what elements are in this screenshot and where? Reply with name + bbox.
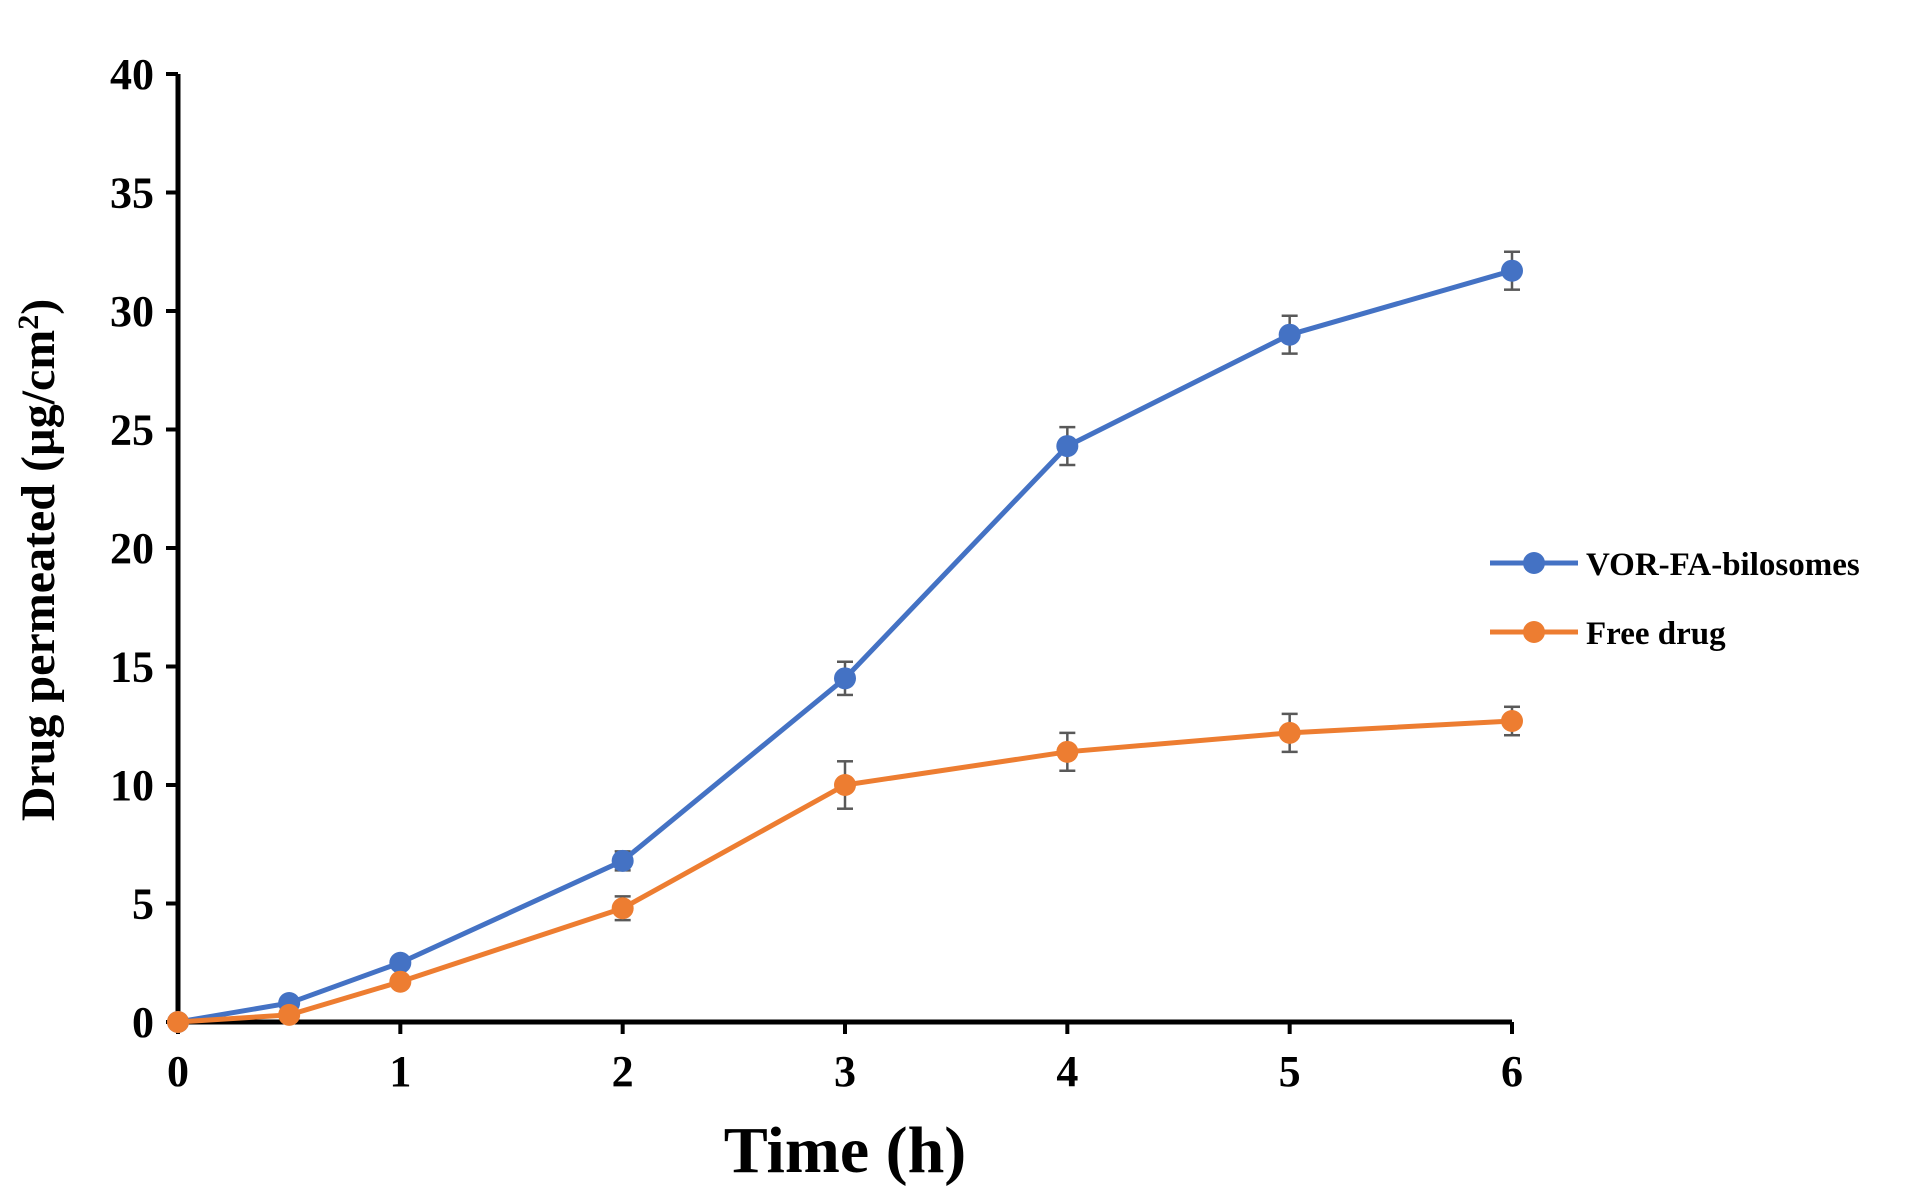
data-point [1501, 259, 1523, 282]
data-point [167, 1011, 189, 1033]
data-point [834, 667, 856, 690]
y-tick-label: 0 [132, 998, 154, 1047]
series-2 [167, 705, 1523, 1033]
legend-label: VOR-FA-bilosomes [1586, 547, 1860, 583]
series-1 [167, 250, 1523, 1033]
data-point [611, 849, 634, 872]
axes [175, 74, 1512, 1025]
data-point [1278, 323, 1301, 346]
y-axis-title: Drug permeated (µg/cm2) [12, 299, 66, 822]
y-ticks: 0 5 10 15 20 25 30 35 40 [110, 50, 178, 1047]
x-tick-label: 2 [612, 1047, 634, 1096]
data-point [1278, 721, 1301, 744]
y-axis-title-close: ) [12, 299, 65, 315]
x-tick-label: 4 [1056, 1047, 1078, 1096]
y-tick-label: 5 [132, 880, 154, 929]
y-tick-label: 15 [110, 643, 154, 692]
x-tick-label: 6 [1501, 1047, 1523, 1096]
legend-swatch-marker [1523, 552, 1545, 574]
data-point [834, 774, 856, 796]
data-point [1501, 710, 1523, 733]
data-point [1056, 740, 1079, 763]
y-tick-label: 30 [110, 287, 154, 336]
y-axis-title-superscript: 2 [12, 315, 45, 330]
legend-label: Free drug [1586, 616, 1726, 652]
series-line [177, 718, 1513, 1025]
data-point [278, 1003, 301, 1026]
legend: VOR-FA-bilosomes Free drug [1490, 547, 1860, 652]
data-point [611, 897, 634, 920]
x-tick-label: 3 [834, 1047, 856, 1096]
y-axis-title-main: Drug permeated (µg/cm [12, 330, 65, 822]
y-tick-label: 35 [110, 169, 154, 218]
series-line [177, 268, 1513, 1025]
data-point [389, 970, 412, 993]
y-tick-label: 40 [110, 50, 154, 99]
x-tick-label: 1 [389, 1047, 411, 1096]
data-point [1056, 435, 1079, 458]
y-tick-label: 20 [110, 524, 154, 573]
data-point [389, 951, 412, 974]
x-ticks: 0 1 2 3 4 5 6 [167, 1022, 1523, 1096]
y-tick-label: 10 [110, 761, 154, 810]
legend-swatch-marker [1523, 621, 1545, 643]
series-layer [167, 250, 1523, 1033]
legend-item: Free drug [1490, 616, 1726, 652]
y-tick-label: 25 [110, 406, 154, 455]
legend-item: VOR-FA-bilosomes [1490, 547, 1860, 583]
x-tick-label: 0 [167, 1047, 189, 1096]
x-tick-label: 5 [1279, 1047, 1301, 1096]
x-axis-title: Time (h) [724, 1114, 967, 1187]
